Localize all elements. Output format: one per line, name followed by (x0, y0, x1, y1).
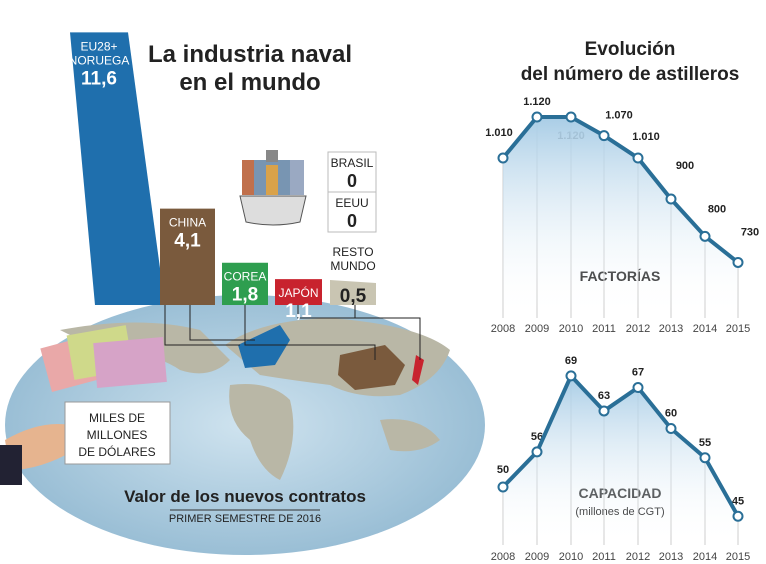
bar-label: MUNDO (330, 259, 375, 273)
data-point (732, 510, 744, 522)
data-label: 60 (665, 408, 677, 420)
data-point (732, 256, 744, 268)
bar (70, 32, 165, 306)
bar-label: NORUEGA (69, 53, 130, 67)
x-tick-label: 2011 (592, 551, 616, 563)
contracts-note: PRIMER SEMESTRE DE 2016 (169, 513, 321, 525)
data-label: 1.010 (485, 127, 513, 139)
bar (330, 280, 376, 305)
data-point (531, 111, 543, 123)
x-tick-label: 2012 (626, 551, 650, 563)
data-label: 56 (531, 431, 543, 443)
container-ship-icon (239, 150, 307, 226)
data-point (565, 111, 577, 123)
europe-highlight (238, 325, 290, 368)
bar-value: 4,1 (174, 231, 201, 252)
x-tick-label: 2015 (726, 323, 750, 335)
data-label: 45 (732, 495, 744, 507)
leader-lines (164, 305, 421, 360)
bar-label: COREA (224, 270, 267, 284)
data-label: 1.010 (632, 131, 660, 143)
unit-label: MILLONES (87, 428, 148, 442)
bar-label: RESTO (332, 245, 373, 259)
main-title-line-2: en el mundo (179, 69, 320, 96)
data-point (565, 370, 577, 382)
data-point (665, 423, 677, 434)
data-point (632, 382, 644, 394)
x-tick-label: 2013 (659, 551, 683, 563)
data-label: 900 (676, 160, 694, 172)
bar-value: 1,8 (232, 285, 258, 306)
bar-value: 11,6 (81, 68, 117, 89)
line-chart-title-line-2: del número de astilleros (521, 64, 740, 85)
bar-label: EU28+ (80, 39, 117, 53)
bar-label: CHINA (169, 216, 206, 230)
money-hand-illustration (0, 325, 167, 485)
x-tick-label: 2012 (626, 323, 650, 335)
bar (275, 279, 322, 305)
x-tick-label: 2013 (659, 323, 683, 335)
unit-label-box (64, 401, 171, 465)
x-tick-label: 2009 (525, 323, 549, 335)
data-point (699, 452, 711, 464)
x-tick-label: 2010 (559, 551, 583, 563)
line-chart-title-line-1: Evolución (585, 39, 676, 60)
x-tick-label: 2010 (559, 323, 583, 335)
china-highlight (338, 345, 405, 390)
x-tick-label: 2014 (693, 323, 717, 335)
area-fill (503, 375, 738, 545)
series-line (501, 372, 740, 518)
data-label: 730 (741, 226, 759, 238)
zero-entry-value: 0 (347, 211, 357, 231)
data-point (598, 130, 610, 142)
data-label: 1.120 (523, 96, 551, 108)
data-label: 1.070 (605, 110, 633, 122)
x-tick-label: 2011 (592, 323, 616, 335)
data-point (497, 481, 509, 493)
data-point (598, 405, 610, 417)
x-tick-label: 2008 (491, 323, 515, 335)
x-tick-label: 2008 (491, 551, 515, 563)
zero-entry-value: 0 (347, 171, 357, 191)
japan-highlight (412, 355, 424, 385)
x-tick-label: 2014 (693, 551, 717, 563)
data-label: 69 (565, 355, 577, 367)
bar (222, 262, 268, 305)
data-point (665, 193, 677, 205)
bar-label: JAPÓN (278, 285, 318, 300)
data-label: 67 (632, 367, 644, 379)
data-label: 800 (708, 203, 726, 215)
bar (160, 208, 215, 305)
bar-value: 0,5 (340, 286, 367, 307)
data-point (531, 446, 543, 458)
data-label: 63 (598, 390, 610, 402)
unit-label: MILES DE (89, 411, 145, 425)
x-tick-label: 2015 (726, 551, 750, 563)
unit-label: DE DÓLARES (78, 444, 155, 459)
data-point (632, 152, 644, 164)
x-tick-label: 2009 (525, 551, 549, 563)
data-point (497, 152, 509, 164)
zero-entry-label: EEUU (335, 196, 368, 210)
contracts-subtitle: Valor de los nuevos contratos (124, 487, 366, 506)
series-line (501, 114, 740, 265)
data-label: 50 (497, 464, 509, 476)
area-fill (503, 116, 738, 318)
zero-entry-label: BRASIL (331, 156, 374, 170)
data-label: 55 (699, 437, 711, 449)
main-title-line-1: La industria naval (148, 41, 352, 68)
bar-value: 1,1 (285, 301, 312, 322)
data-point (699, 230, 711, 242)
